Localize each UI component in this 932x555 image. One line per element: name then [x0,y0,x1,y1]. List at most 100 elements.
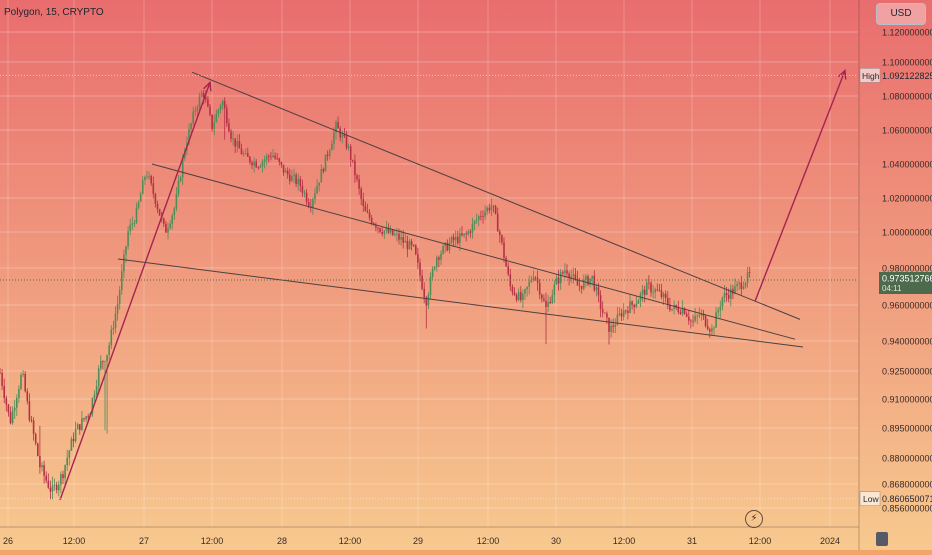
candle-body [419,262,421,276]
trendline[interactable] [191,71,801,320]
candle-body [236,141,239,147]
candle-body [377,227,379,229]
candle-body [679,312,682,314]
candle-body [589,278,591,285]
candle-body [22,373,24,375]
arrow-line[interactable] [59,82,211,501]
price-tick-label: 0.940000000 [882,337,932,347]
candle-body [244,152,247,154]
candle-body [490,205,493,211]
candle-body [333,132,335,145]
time-tick-label: 31 [687,536,697,546]
candle-body [681,308,684,314]
candle-body [723,293,726,298]
low-label: Low [863,494,879,504]
candle-body [175,194,178,209]
price-tick-label: 1.100000000 [882,58,932,68]
price-tick-label: 0.980000000 [882,264,932,274]
candle-body [457,236,459,244]
candle-body [473,220,476,224]
time-axis[interactable]: 26 12:00 27 12:00 28 12:00 29 12:00 30 12:00 31 12:… [0,526,859,546]
candle-body [570,276,572,279]
candle-body [335,122,337,133]
candle-body [671,308,673,311]
candle-body [469,231,472,233]
candle-body [299,178,302,186]
candle-body [526,286,528,290]
lightning-icon[interactable]: ⚡ [745,510,763,528]
candle-body [129,224,131,232]
candle-body [637,300,640,304]
candle-body [263,159,266,162]
candle-body [104,361,106,363]
candle-body [545,300,547,308]
candles [0,90,751,500]
arrow-head[interactable] [837,69,847,80]
candle-body [202,93,205,98]
candle-body [633,304,635,308]
candle-body [217,109,220,114]
candle-body [610,325,612,332]
symbol-title[interactable]: Polygon, 15, CRYPTO [4,7,104,18]
candle-body [158,209,161,216]
candle-body [625,310,627,312]
candle-body [83,418,85,420]
candle-body [667,298,669,306]
candle-body [127,231,129,247]
candle-body [646,282,648,295]
candle-body [249,156,251,163]
candle-body [58,484,60,491]
candle-body [475,219,478,221]
arrow-line[interactable] [754,70,846,302]
candle-body [341,134,344,138]
candle-body [713,327,715,329]
candle-body [106,354,108,362]
last-price-countdown: 04:11 [882,284,902,293]
candle-body [547,301,549,308]
candle-body [641,289,644,294]
candle-body [463,233,465,236]
candle-body [97,368,100,387]
candle-body [20,374,22,389]
candle-body [746,272,749,283]
arrow-head[interactable] [203,80,212,92]
candle-body [152,183,155,194]
drawings[interactable] [0,69,858,501]
candle-body [198,96,201,108]
price-tick-label: 0.856000000 [882,504,932,514]
settings-icon[interactable] [876,532,888,546]
candle-body [662,293,665,298]
candle-body [391,229,394,235]
price-tick-label: 0.868000000 [882,480,932,490]
price-axis[interactable]: 1.120000000 1.100000000 1.080000000 1.06000… [858,0,932,550]
currency-selector[interactable]: USD [876,3,926,25]
candle-body [717,310,719,313]
price-tick-label: 0.895000000 [882,424,932,434]
candle-body [492,205,495,207]
candle-body [234,138,236,147]
candle-body [1,372,3,386]
candle-body [740,282,743,289]
candle-body [410,241,413,246]
low-label-box [859,491,881,506]
candle-body [64,465,66,479]
candle-body [301,185,304,193]
time-tick-label: 30 [551,536,561,546]
candle-body [574,274,577,280]
candle-body [150,176,152,184]
candle-body [133,222,136,224]
candle-body [62,474,64,479]
candle-body [635,303,638,308]
candle-body [181,158,184,178]
candle-body [173,208,176,216]
candle-body [238,141,241,149]
trendline[interactable] [117,258,804,348]
trendline[interactable] [151,163,796,340]
candle-body [389,229,392,233]
candle-body [683,308,686,314]
candle-body [70,438,73,451]
candle-body [284,170,287,173]
candle-body [318,182,320,186]
